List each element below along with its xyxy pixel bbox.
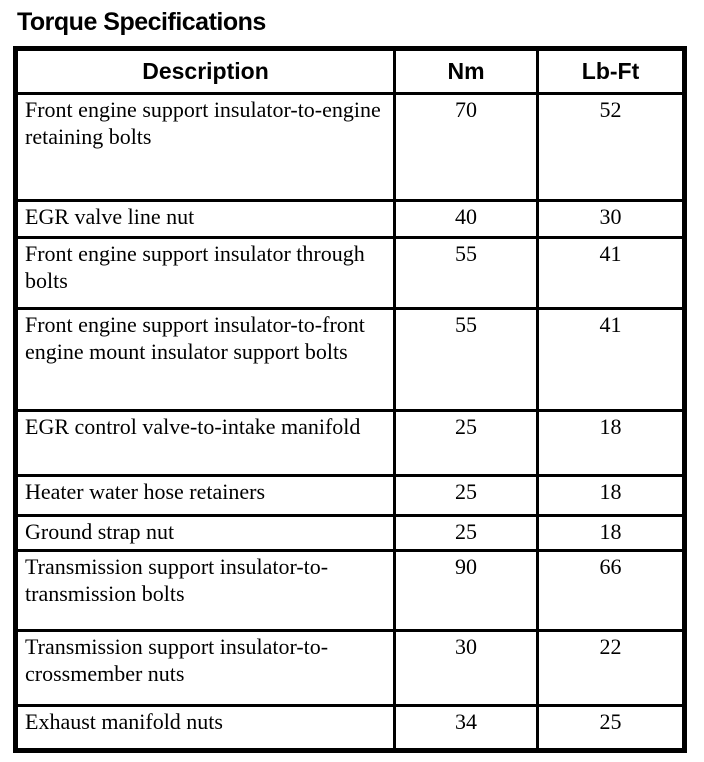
table-row: Front engine support insulator through b… — [14, 236, 686, 310]
row-nm-value: 34 — [393, 704, 539, 752]
table-row: EGR control valve-to-intake manifold 25 … — [14, 409, 686, 477]
row-nm-value: 30 — [393, 629, 539, 707]
row-description: EGR control valve-to-intake manifold — [14, 409, 396, 477]
row-lbft-value: 41 — [536, 307, 686, 412]
row-description: Transmission support insulator-to-crossm… — [14, 629, 396, 707]
row-nm-value: 55 — [393, 236, 539, 310]
page-title: Torque Specifications — [17, 8, 266, 36]
col-header-lbft: Lb-Ft — [536, 47, 686, 95]
row-nm-value: 55 — [393, 307, 539, 412]
row-lbft-value: 52 — [536, 92, 686, 202]
table-row: Front engine support insulator-to-engine… — [14, 92, 686, 202]
row-description: Transmission support insulator-to-transm… — [14, 549, 396, 632]
row-lbft-value: 18 — [536, 409, 686, 477]
row-description: EGR valve line nut — [14, 199, 396, 239]
table-row: Transmission support insulator-to-crossm… — [14, 629, 686, 707]
table-row: Heater water hose retainers 25 18 — [14, 474, 686, 517]
header-row: Description Nm Lb-Ft — [14, 47, 686, 95]
table-row: EGR valve line nut 40 30 — [14, 199, 686, 239]
col-header-description: Description — [14, 47, 396, 95]
row-lbft-value: 41 — [536, 236, 686, 310]
row-description: Heater water hose retainers — [14, 474, 396, 517]
row-nm-value: 70 — [393, 92, 539, 202]
table-row: Transmission support insulator-to-transm… — [14, 549, 686, 632]
table-row: Ground strap nut 25 18 — [14, 514, 686, 552]
row-nm-value: 40 — [393, 199, 539, 239]
row-description: Front engine support insulator-to-engine… — [14, 92, 396, 202]
row-lbft-value: 30 — [536, 199, 686, 239]
row-description: Front engine support insulator-to-front … — [14, 307, 396, 412]
row-lbft-value: 25 — [536, 704, 686, 752]
row-nm-value: 90 — [393, 549, 539, 632]
row-lbft-value: 18 — [536, 474, 686, 517]
row-nm-value: 25 — [393, 514, 539, 552]
row-lbft-value: 22 — [536, 629, 686, 707]
torque-spec-table: Description Nm Lb-Ft Front engine suppor… — [13, 46, 687, 753]
col-header-nm: Nm — [393, 47, 539, 95]
table-row: Front engine support insulator-to-front … — [14, 307, 686, 412]
row-nm-value: 25 — [393, 474, 539, 517]
row-nm-value: 25 — [393, 409, 539, 477]
row-lbft-value: 66 — [536, 549, 686, 632]
row-description: Front engine support insulator through b… — [14, 236, 396, 310]
row-lbft-value: 18 — [536, 514, 686, 552]
row-description: Exhaust manifold nuts — [14, 704, 396, 752]
table-row: Exhaust manifold nuts 34 25 — [14, 704, 686, 752]
row-description: Ground strap nut — [14, 514, 396, 552]
